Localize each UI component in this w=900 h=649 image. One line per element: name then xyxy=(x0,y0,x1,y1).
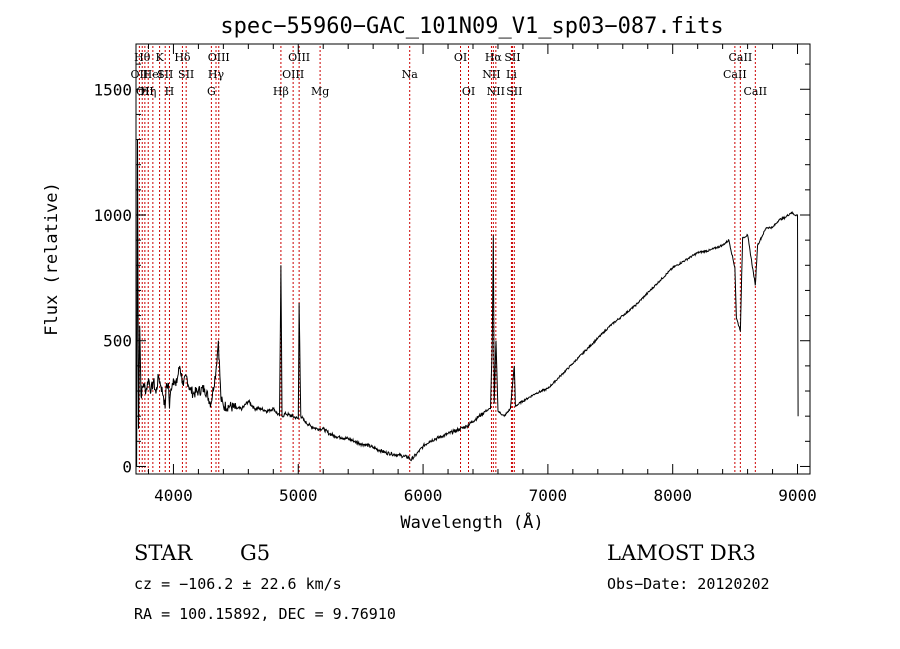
spectral-line-label: NII xyxy=(487,85,505,98)
y-tick-label: 0 xyxy=(122,457,132,476)
x-axis-label: Wavelength (Å) xyxy=(400,511,543,533)
spectral-line-label: HeI xyxy=(143,68,163,81)
spectral-line-label: NII xyxy=(482,68,500,81)
x-tick-label: 7000 xyxy=(529,486,568,505)
spectral-line-label: SII xyxy=(506,85,522,98)
spectral-line-label: SII xyxy=(157,68,173,81)
spectral-line-label: OII xyxy=(131,68,149,81)
spectral-line-label: CaII xyxy=(729,51,753,64)
spectral-line-label: OIII xyxy=(288,51,310,64)
chart-title: spec−55960−GAC_101N09_V1_sp03−087.fits xyxy=(220,14,723,39)
spectral-line-label: SII xyxy=(178,68,194,81)
observation-date: Obs−Date: 20120202 xyxy=(607,575,770,593)
spectral-line-label: Li xyxy=(506,68,517,81)
spectral-line-label: OI xyxy=(454,51,467,64)
spectrum-line xyxy=(136,139,799,467)
spectral-line-label: CaII xyxy=(723,68,747,81)
spectral-line-label: OI xyxy=(462,85,475,98)
spectral-line-label: Na xyxy=(402,68,419,81)
object-subclass: G5 xyxy=(240,541,270,565)
x-tick-label: 8000 xyxy=(653,486,692,505)
object-class: STAR xyxy=(134,541,193,565)
survey-name: LAMOST DR3 xyxy=(607,541,756,565)
spectral-line-label: Hγ xyxy=(208,68,225,81)
spectral-line-label: G xyxy=(207,85,216,98)
spectral-line-label: OIII xyxy=(282,68,304,81)
x-tick-label: 5000 xyxy=(279,486,318,505)
spectral-line-label: Hα xyxy=(485,51,503,64)
y-axis-label: Flux (relative) xyxy=(42,182,62,336)
y-tick-label: 1500 xyxy=(93,80,132,99)
spectral-line-label: Hδ xyxy=(174,51,191,64)
y-axis-ticks: 0 500 1000 1500 xyxy=(93,63,810,476)
redshift-velocity: cz = −106.2 ± 22.6 km/s xyxy=(134,575,342,593)
spectral-line-label: H xyxy=(165,85,175,98)
spectral-line-label: K xyxy=(155,51,164,64)
x-axis-ticks: 4000 5000 6000 7000 8000 9000 xyxy=(147,44,817,505)
y-tick-label: 500 xyxy=(103,332,132,351)
x-tick-label: 9000 xyxy=(778,486,817,505)
spectral-line-label: OII xyxy=(136,85,154,98)
spectral-line-label: Hθ xyxy=(134,51,151,64)
spectral-line-label: Mg xyxy=(311,85,329,98)
spectral-line-labels: OIIHθOIIHηHeIKSIIHHδSIIGHγOIIIHβOIIIOIII… xyxy=(131,51,768,98)
coordinates: RA = 100.15892, DEC = 9.76910 xyxy=(134,605,396,623)
spectral-line-label: OIII xyxy=(208,51,230,64)
spectral-line-label: Hβ xyxy=(273,85,289,98)
plot-frame xyxy=(135,43,811,475)
spectral-line-label: CaII xyxy=(743,85,767,98)
spectral-line-label: Hη xyxy=(140,85,156,98)
spectral-line-label: SII xyxy=(504,51,520,64)
x-tick-label: 4000 xyxy=(154,486,193,505)
y-tick-label: 1000 xyxy=(93,206,132,225)
x-tick-label: 6000 xyxy=(404,486,443,505)
